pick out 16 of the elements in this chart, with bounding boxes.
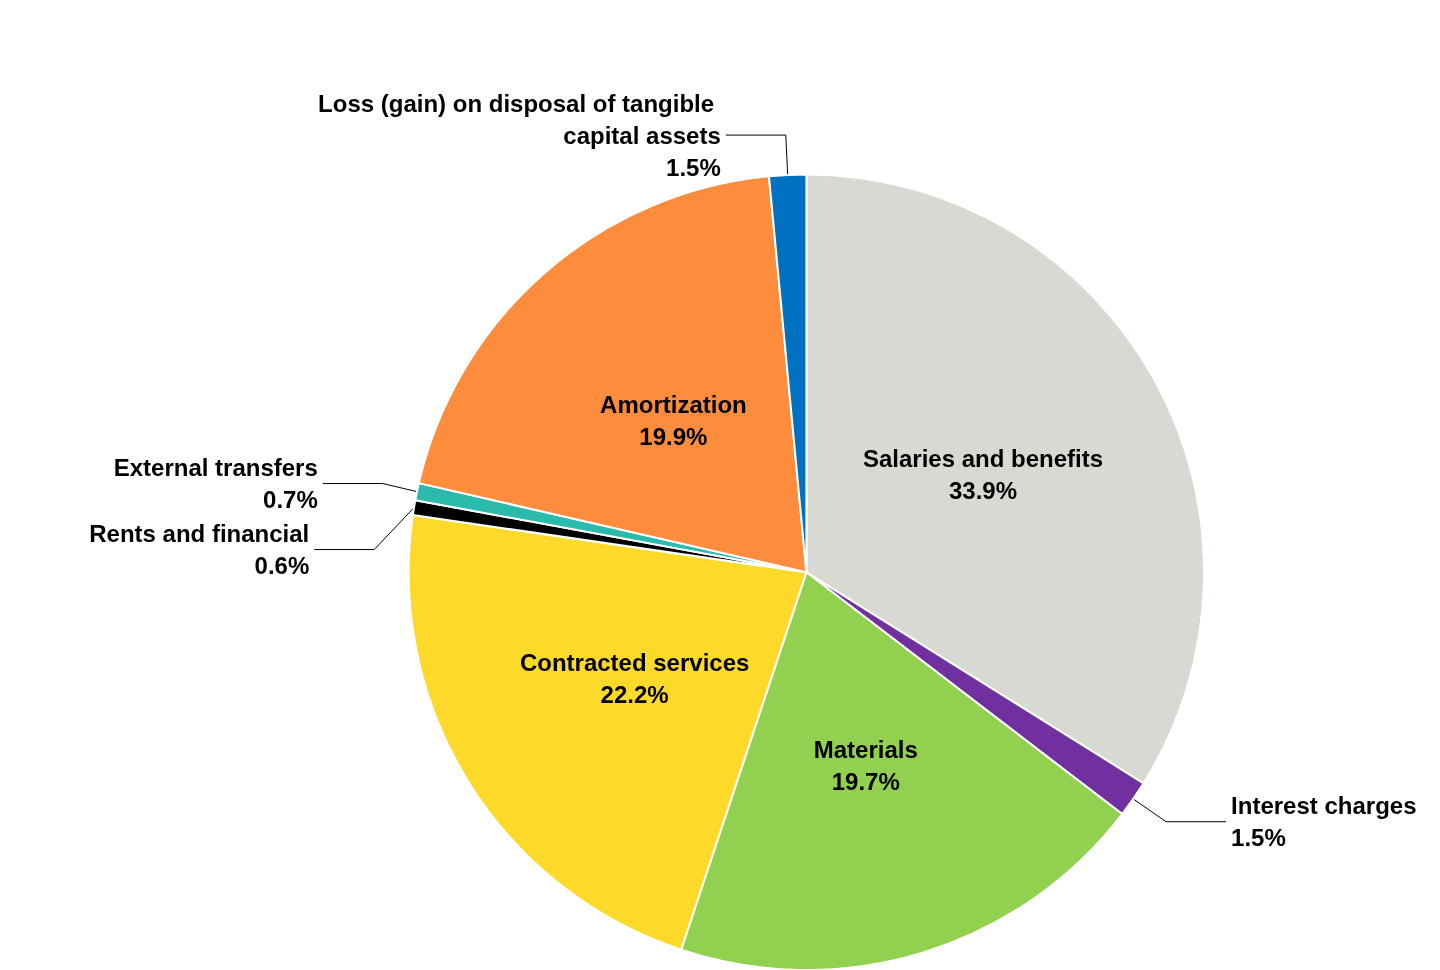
slice-label: External transfers (113, 454, 318, 482)
slice-label: Loss (gain) on disposal of tangible capital assets (318, 89, 721, 149)
data-label: 22.2% (600, 680, 669, 708)
slice-label: Rents and financial (89, 520, 310, 548)
data-label: 1.5% (1231, 824, 1286, 852)
data-label: 1.5% (666, 153, 721, 181)
data-label: 19.9% (639, 422, 708, 450)
slice-label: Contracted services (519, 648, 750, 676)
data-label: 33.9% (948, 477, 1018, 504)
slice-label: Materials (813, 735, 918, 763)
slice-label: Amortization (600, 390, 747, 418)
data-label: 0.7% (263, 486, 318, 514)
data-label: 0.6% (254, 552, 310, 580)
data-label: 19.7% (831, 767, 900, 795)
slice-label: Salaries and benefits (862, 445, 1104, 472)
slice-label: Interest charges (1231, 792, 1417, 820)
